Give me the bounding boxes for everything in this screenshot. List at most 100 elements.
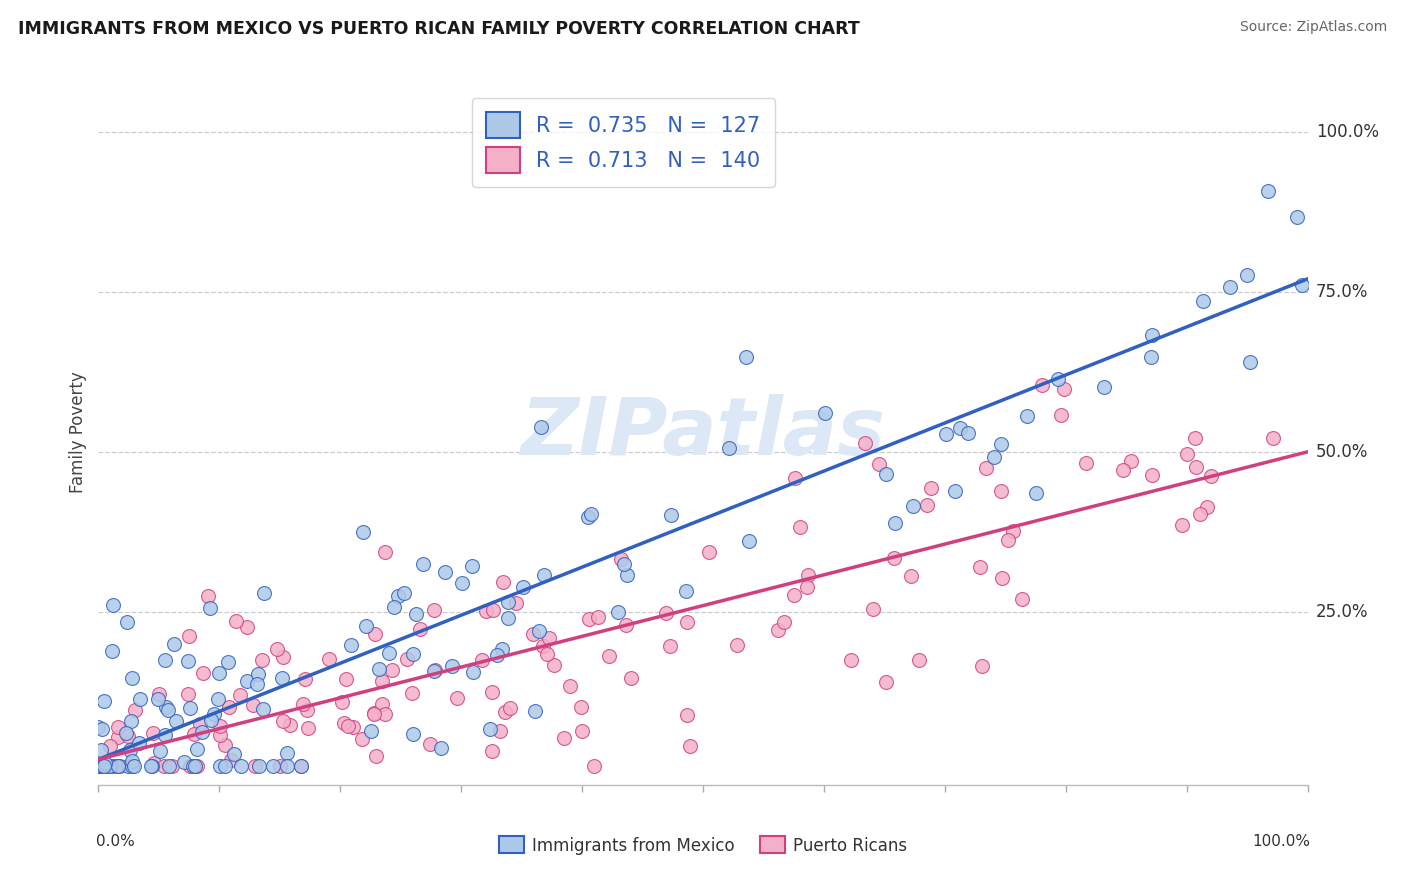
Point xyxy=(396,652,419,666)
Text: 50.0%: 50.0% xyxy=(1316,442,1368,461)
Point xyxy=(1092,380,1115,394)
Text: 25.0%: 25.0% xyxy=(1316,603,1368,621)
Point xyxy=(157,703,180,717)
Point xyxy=(481,685,503,699)
Point xyxy=(613,557,636,571)
Point xyxy=(363,707,385,722)
Point xyxy=(253,585,276,599)
Point xyxy=(616,568,638,582)
Point xyxy=(524,704,547,718)
Point xyxy=(1195,500,1218,514)
Point xyxy=(163,637,186,651)
Point xyxy=(387,589,409,603)
Point xyxy=(727,638,749,652)
Point xyxy=(122,758,145,772)
Point xyxy=(297,721,319,735)
Point xyxy=(419,737,441,751)
Point xyxy=(246,677,269,691)
Point xyxy=(200,713,222,727)
Point xyxy=(276,758,298,772)
Point xyxy=(120,714,142,728)
Text: 100.0%: 100.0% xyxy=(1251,834,1310,849)
Point xyxy=(97,758,120,772)
Point xyxy=(412,558,434,572)
Point xyxy=(371,673,394,688)
Point xyxy=(813,405,835,419)
Point xyxy=(191,725,214,739)
Point xyxy=(269,758,291,772)
Point xyxy=(450,576,472,591)
Point xyxy=(1025,486,1047,500)
Point xyxy=(318,652,340,666)
Point xyxy=(735,351,758,365)
Point xyxy=(943,483,966,498)
Point xyxy=(422,603,444,617)
Point xyxy=(915,498,938,512)
Point xyxy=(374,545,396,559)
Point xyxy=(853,436,876,450)
Point xyxy=(330,695,353,709)
Legend: Immigrants from Mexico, Puerto Ricans: Immigrants from Mexico, Puerto Ricans xyxy=(492,830,914,861)
Point xyxy=(969,559,991,574)
Point xyxy=(89,758,111,772)
Point xyxy=(124,703,146,717)
Point xyxy=(214,738,236,752)
Point xyxy=(117,730,139,744)
Point xyxy=(207,692,229,706)
Point xyxy=(229,688,252,702)
Point xyxy=(1184,431,1206,445)
Point xyxy=(486,648,509,662)
Point xyxy=(93,756,115,770)
Point xyxy=(222,747,245,761)
Point xyxy=(184,758,207,772)
Text: Source: ZipAtlas.com: Source: ZipAtlas.com xyxy=(1240,20,1388,34)
Point xyxy=(173,755,195,769)
Point xyxy=(381,663,404,677)
Point xyxy=(276,746,298,760)
Point xyxy=(115,615,138,629)
Point xyxy=(197,589,219,603)
Point xyxy=(153,653,176,667)
Point xyxy=(360,724,382,739)
Point xyxy=(165,714,187,728)
Point xyxy=(364,627,387,641)
Point xyxy=(218,699,240,714)
Point xyxy=(441,658,464,673)
Point xyxy=(217,655,239,669)
Point xyxy=(271,714,294,728)
Point xyxy=(208,666,231,681)
Point xyxy=(990,436,1012,450)
Point xyxy=(430,740,453,755)
Point xyxy=(610,552,633,566)
Point xyxy=(900,569,922,583)
Point xyxy=(121,671,143,685)
Point xyxy=(957,426,980,441)
Point xyxy=(271,649,294,664)
Point xyxy=(356,619,378,633)
Point xyxy=(208,758,231,772)
Point xyxy=(598,648,620,663)
Point xyxy=(115,725,138,739)
Point xyxy=(675,584,697,599)
Point xyxy=(101,644,124,658)
Point xyxy=(512,580,534,594)
Point xyxy=(183,727,205,741)
Point xyxy=(91,758,114,772)
Point xyxy=(543,657,565,672)
Point xyxy=(198,601,221,615)
Point xyxy=(104,758,127,772)
Point xyxy=(655,606,678,620)
Point xyxy=(98,739,121,753)
Point xyxy=(560,679,582,693)
Point xyxy=(236,674,259,689)
Point xyxy=(342,720,364,734)
Point xyxy=(337,719,360,733)
Point xyxy=(766,624,789,638)
Point xyxy=(492,574,515,589)
Text: IMMIGRANTS FROM MEXICO VS PUERTO RICAN FAMILY POVERTY CORRELATION CHART: IMMIGRANTS FROM MEXICO VS PUERTO RICAN F… xyxy=(18,20,860,37)
Point xyxy=(120,743,142,757)
Point xyxy=(128,691,150,706)
Point xyxy=(527,624,550,638)
Point xyxy=(295,703,318,717)
Point xyxy=(478,722,501,736)
